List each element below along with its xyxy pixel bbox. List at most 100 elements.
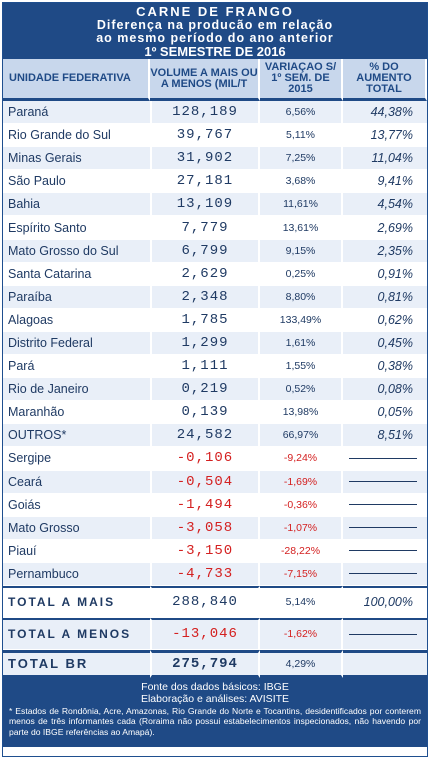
uf-name: Rio de Janeiro (3, 378, 150, 402)
uf-name: Alagoas (3, 308, 150, 332)
uf-name: Maranhão (3, 401, 150, 425)
variation-value: -1,62% (260, 617, 343, 650)
uf-name: Sergipe (3, 447, 150, 471)
volume-value: 31,902 (150, 147, 260, 171)
increase-share: 0,91% (343, 262, 427, 286)
volume-value: -13,046 (150, 617, 260, 650)
increase-share (343, 470, 427, 494)
header-volume: VOLUME A MAIS OU A MENOS (MIL/T (150, 59, 260, 101)
table-row: Paraíba 2,348 8,80% 0,81% (3, 285, 427, 309)
variation-value: 8,80% (260, 285, 343, 309)
title-period: 1º SEMESTRE DE 2016 (144, 44, 286, 59)
increase-share (343, 447, 427, 471)
variation-value: 0,52% (260, 378, 343, 402)
volume-value: 6,799 (150, 239, 260, 263)
variation-value: -28,22% (260, 539, 343, 563)
increase-share: 0,62% (343, 308, 427, 332)
volume-value: 0,219 (150, 378, 260, 402)
increase-share (343, 649, 427, 678)
volume-value: 1,111 (150, 355, 260, 379)
variation-value: 13,61% (260, 216, 343, 240)
dash-line (349, 504, 417, 506)
increase-share: 0,45% (343, 331, 427, 356)
dash-line (349, 527, 417, 529)
increase-share: 11,04% (343, 147, 427, 171)
volume-value: -0,504 (150, 470, 260, 494)
increase-share: 9,41% (343, 170, 427, 194)
total-more-row: TOTAL A MAIS 288,840 5,14% 100,00% (3, 585, 427, 618)
dash-line (349, 633, 417, 635)
variation-value: -7,15% (260, 562, 343, 586)
volume-value: 275,794 (150, 649, 260, 678)
footer-note: * Estados de Rondônia, Acre, Amazonas, R… (9, 705, 421, 737)
volume-value: 288,840 (150, 585, 260, 618)
table-row: Maranhão 0,139 13,98% 0,05% (3, 401, 427, 425)
volume-value: 13,109 (150, 193, 260, 217)
total-less-row: TOTAL A MENOS -13,046 -1,62% (3, 617, 427, 650)
increase-share: 2,69% (343, 216, 427, 240)
table-row: Rio de Janeiro 0,219 0,52% 0,08% (3, 378, 427, 402)
uf-name: OUTROS* (3, 424, 150, 448)
uf-name: Ceará (3, 470, 150, 494)
title-subtitle-2: ao mesmo período do ano anterior (96, 31, 334, 45)
dash-line (349, 457, 417, 459)
increase-share: 4,54% (343, 193, 427, 217)
variation-value: 13,98% (260, 401, 343, 425)
variation-value: -9,24% (260, 447, 343, 471)
table-row-negative: Ceará -0,504 -1,69% (3, 470, 427, 494)
table-row-negative: Goiás -1,494 -0,36% (3, 493, 427, 517)
header-uf: UNIDADE FEDERATIVA (3, 59, 150, 101)
volume-value: 128,189 (150, 101, 260, 125)
title-block: CARNE DE FRANGO Diferença na producão em… (3, 3, 427, 59)
table-row: Minas Gerais 31,902 7,25% 11,04% (3, 147, 427, 171)
footer-elaboration: Elaboração e análises: AVISITE (140, 692, 290, 705)
header-variacao: VARIAÇAO S/ 1º SEM. DE 2015 (260, 59, 343, 101)
title-subtitle-1: Diferença na producão em relação (96, 18, 334, 32)
volume-value: 39,767 (150, 124, 260, 148)
variation-value: 7,25% (260, 147, 343, 171)
increase-share (343, 539, 427, 563)
table-row-negative: Piauí -3,150 -28,22% (3, 539, 427, 563)
variation-value: 66,97% (260, 424, 343, 448)
volume-value: -4,733 (150, 562, 260, 586)
uf-name: Paraná (3, 101, 150, 125)
variation-value: 5,11% (260, 124, 343, 148)
variation-value: -0,36% (260, 493, 343, 517)
uf-name: Mato Grosso (3, 516, 150, 540)
increase-share: 44,38% (343, 101, 427, 125)
table-row: Bahia 13,109 11,61% 4,54% (3, 193, 427, 217)
variation-value: -1,07% (260, 516, 343, 540)
table-row: Alagoas 1,785 133,49% 0,62% (3, 308, 427, 332)
volume-value: 7,779 (150, 216, 260, 240)
volume-value: 1,299 (150, 331, 260, 356)
header-aumento: % DO AUMENTO TOTAL (343, 59, 427, 101)
uf-name: Pernambuco (3, 562, 150, 586)
volume-value: 27,181 (150, 170, 260, 194)
uf-name: Pará (3, 355, 150, 379)
increase-share: 0,08% (343, 378, 427, 402)
increase-share: 0,38% (343, 355, 427, 379)
variation-value: 5,14% (260, 585, 343, 618)
increase-share (343, 493, 427, 517)
uf-name: Piauí (3, 539, 150, 563)
uf-name: Espírito Santo (3, 216, 150, 240)
table-row: Paraná 128,189 6,56% 44,38% (3, 101, 427, 125)
uf-name: TOTAL A MAIS (3, 585, 150, 618)
uf-name: Goiás (3, 493, 150, 517)
variation-value: 9,15% (260, 239, 343, 263)
uf-name: Rio Grande do Sul (3, 124, 150, 148)
variation-value: 0,25% (260, 262, 343, 286)
volume-value: -0,106 (150, 447, 260, 471)
table-row-negative: Sergipe -0,106 -9,24% (3, 447, 427, 471)
variation-value: 4,29% (260, 649, 343, 678)
variation-value: 1,61% (260, 331, 343, 356)
volume-value: 24,582 (150, 424, 260, 448)
increase-share: 8,51% (343, 424, 427, 448)
production-table: UNIDADE FEDERATIVA VOLUME A MAIS OU A ME… (3, 59, 427, 678)
volume-value: -1,494 (150, 493, 260, 517)
variation-value: 133,49% (260, 308, 343, 332)
table-row: Mato Grosso do Sul 6,799 9,15% 2,35% (3, 239, 427, 263)
increase-share: 0,81% (343, 285, 427, 309)
table-row-negative: Mato Grosso -3,058 -1,07% (3, 516, 427, 540)
table-row: Rio Grande do Sul 39,767 5,11% 13,77% (3, 124, 427, 148)
